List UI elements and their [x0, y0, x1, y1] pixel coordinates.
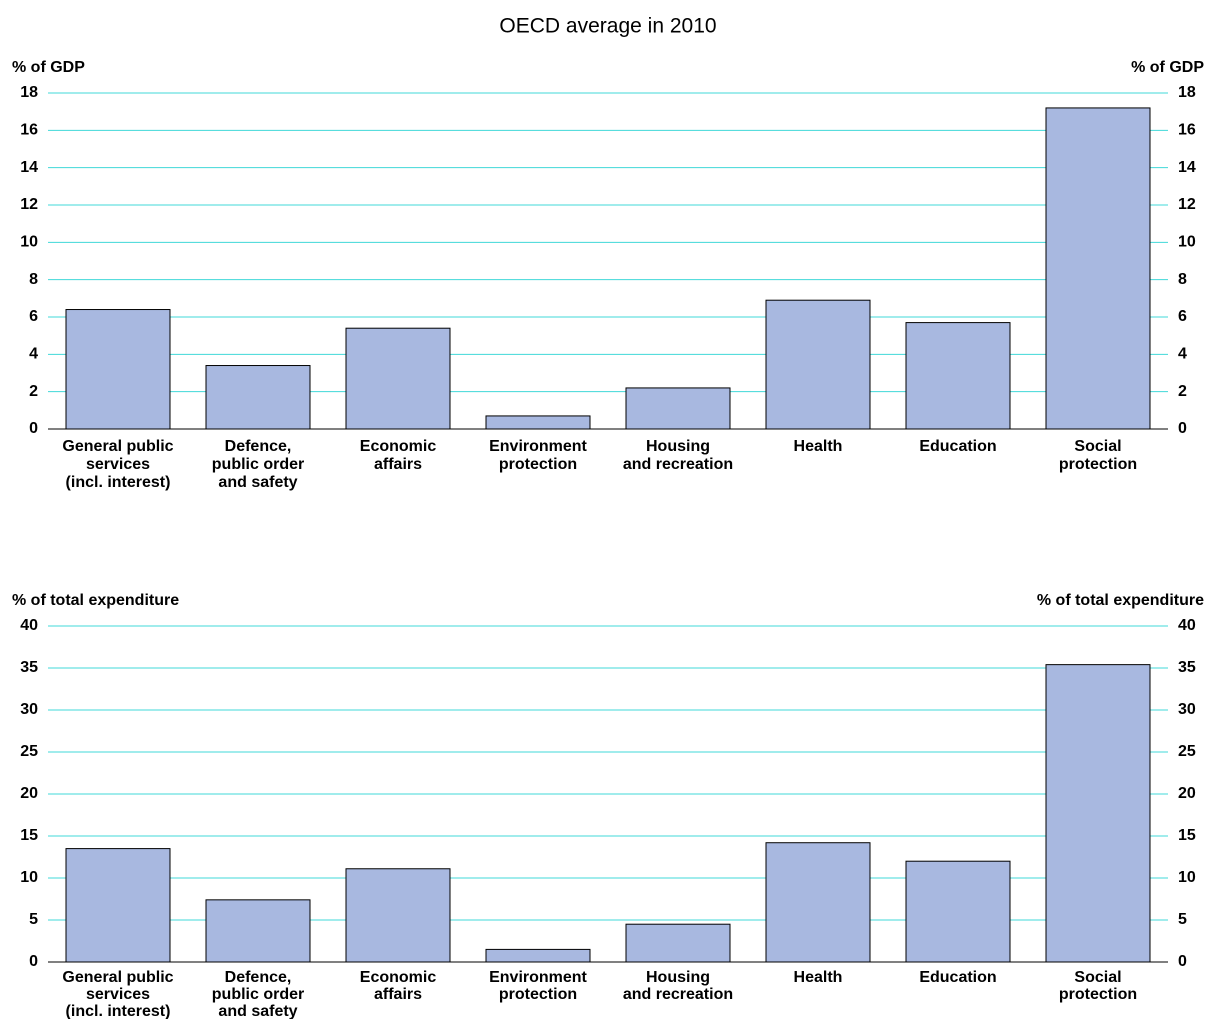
y-tick-label: 0	[29, 420, 38, 437]
y-tick-label: 10	[20, 234, 38, 251]
x-tick-label: Housing	[646, 969, 710, 986]
y-tick-label: 0	[29, 953, 38, 970]
bar	[905, 322, 1011, 430]
x-tick-label: Social	[1074, 438, 1121, 455]
x-tick-label: (incl. interest)	[66, 474, 171, 491]
x-tick-label: Social	[1074, 969, 1121, 986]
bar	[345, 327, 451, 430]
y2-tick-label: 30	[1178, 701, 1196, 718]
x-tick-label: services	[86, 456, 150, 473]
x-tick-label: public order	[212, 456, 304, 473]
y-tick-label: 15	[20, 827, 38, 844]
x-tick-label: and recreation	[623, 456, 733, 473]
x-tick-label: public order	[212, 986, 304, 1003]
bar	[65, 848, 171, 963]
y2-tick-label: 12	[1178, 196, 1196, 213]
y-tick-label: 35	[20, 659, 38, 676]
y2-tick-label: 25	[1178, 743, 1196, 760]
y2-tick-label: 10	[1178, 234, 1196, 251]
y-tick-label: 4	[29, 346, 38, 363]
y2-tick-label: 8	[1178, 271, 1187, 288]
y2-tick-label: 2	[1178, 383, 1187, 400]
bar	[1045, 664, 1151, 963]
y2-tick-label: 0	[1178, 953, 1187, 970]
bar	[625, 923, 731, 963]
x-tick-label: Housing	[646, 438, 710, 455]
y2-axis-label: % of GDP	[1131, 59, 1204, 76]
y2-tick-label: 0	[1178, 420, 1187, 437]
y2-tick-label: 16	[1178, 122, 1196, 139]
bar	[905, 860, 1011, 963]
y-axis-label: % of total expenditure	[12, 592, 179, 609]
y-tick-label: 8	[29, 271, 38, 288]
bar	[765, 842, 871, 963]
y2-tick-label: 35	[1178, 659, 1196, 676]
x-tick-label: Defence,	[225, 438, 292, 455]
x-tick-label: Economic	[360, 438, 437, 455]
x-tick-label: Environment	[489, 969, 587, 986]
y-tick-label: 18	[20, 84, 38, 101]
bar	[765, 299, 871, 430]
bar	[65, 309, 171, 430]
x-tick-label: General public	[62, 969, 173, 986]
bar	[205, 899, 311, 963]
y2-tick-label: 15	[1178, 827, 1196, 844]
x-tick-label: Education	[919, 969, 996, 986]
y-tick-label: 25	[20, 743, 38, 760]
y2-tick-label: 4	[1178, 346, 1187, 363]
bar	[345, 868, 451, 963]
x-tick-label: and safety	[218, 474, 297, 491]
x-tick-label: Health	[794, 438, 843, 455]
x-tick-label: protection	[1059, 456, 1137, 473]
bar	[485, 415, 591, 430]
x-tick-label: General public	[62, 438, 173, 455]
x-tick-label: services	[86, 986, 150, 1003]
y2-tick-label: 10	[1178, 869, 1196, 886]
x-tick-label: and recreation	[623, 986, 733, 1003]
y-tick-label: 10	[20, 869, 38, 886]
chart-title: OECD average in 2010	[499, 15, 716, 38]
y2-tick-label: 5	[1178, 911, 1187, 928]
x-tick-label: protection	[499, 456, 577, 473]
x-tick-label: and safety	[218, 1003, 297, 1019]
y-tick-label: 20	[20, 785, 38, 802]
y2-tick-label: 6	[1178, 308, 1187, 325]
x-tick-label: Defence,	[225, 969, 292, 986]
x-tick-label: Education	[919, 438, 996, 455]
y2-axis-label: % of total expenditure	[1037, 592, 1204, 609]
y-tick-label: 6	[29, 308, 38, 325]
x-tick-label: protection	[1059, 986, 1137, 1003]
x-tick-label: Health	[794, 969, 843, 986]
y2-tick-label: 40	[1178, 617, 1196, 634]
bar	[205, 365, 311, 430]
y2-tick-label: 18	[1178, 84, 1196, 101]
y-tick-label: 2	[29, 383, 38, 400]
x-tick-label: affairs	[374, 456, 422, 473]
bar	[625, 387, 731, 430]
x-tick-label: protection	[499, 986, 577, 1003]
y-tick-label: 16	[20, 122, 38, 139]
y-axis-label: % of GDP	[12, 59, 85, 76]
x-tick-label: Environment	[489, 438, 587, 455]
y-tick-label: 40	[20, 617, 38, 634]
y-tick-label: 30	[20, 701, 38, 718]
y2-tick-label: 14	[1178, 159, 1196, 176]
bar	[1045, 107, 1151, 430]
y-tick-label: 14	[20, 159, 38, 176]
x-tick-label: Economic	[360, 969, 437, 986]
x-tick-label: (incl. interest)	[66, 1003, 171, 1019]
y2-tick-label: 20	[1178, 785, 1196, 802]
x-tick-label: affairs	[374, 986, 422, 1003]
y-tick-label: 12	[20, 196, 38, 213]
bar	[485, 948, 591, 963]
y-tick-label: 5	[29, 911, 38, 928]
